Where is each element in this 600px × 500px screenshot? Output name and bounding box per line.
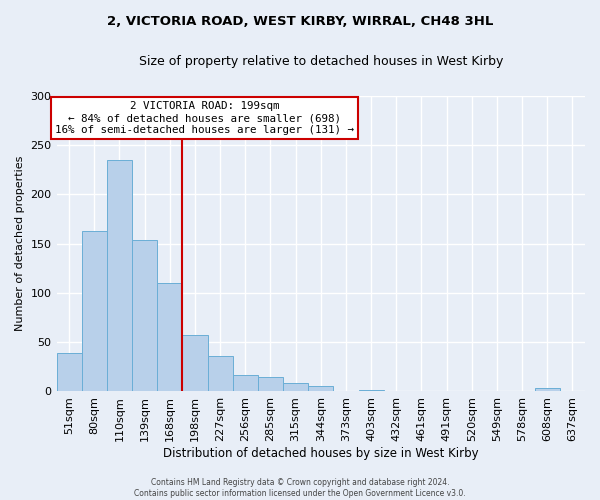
- Bar: [283, 382, 308, 392]
- Bar: [56, 353, 82, 392]
- Title: Size of property relative to detached houses in West Kirby: Size of property relative to detached ho…: [139, 55, 503, 68]
- Bar: [208, 356, 233, 392]
- Bar: [359, 390, 383, 392]
- Bar: [132, 240, 157, 392]
- Text: Contains HM Land Registry data © Crown copyright and database right 2024.
Contai: Contains HM Land Registry data © Crown c…: [134, 478, 466, 498]
- Text: 2, VICTORIA ROAD, WEST KIRBY, WIRRAL, CH48 3HL: 2, VICTORIA ROAD, WEST KIRBY, WIRRAL, CH…: [107, 15, 493, 28]
- Bar: [308, 386, 334, 392]
- Text: 2 VICTORIA ROAD: 199sqm
← 84% of detached houses are smaller (698)
16% of semi-d: 2 VICTORIA ROAD: 199sqm ← 84% of detache…: [55, 102, 354, 134]
- Bar: [233, 374, 258, 392]
- Bar: [157, 283, 182, 392]
- Y-axis label: Number of detached properties: Number of detached properties: [15, 156, 25, 331]
- X-axis label: Distribution of detached houses by size in West Kirby: Distribution of detached houses by size …: [163, 447, 479, 460]
- Bar: [535, 388, 560, 392]
- Bar: [107, 160, 132, 392]
- Bar: [258, 376, 283, 392]
- Bar: [182, 335, 208, 392]
- Bar: [82, 230, 107, 392]
